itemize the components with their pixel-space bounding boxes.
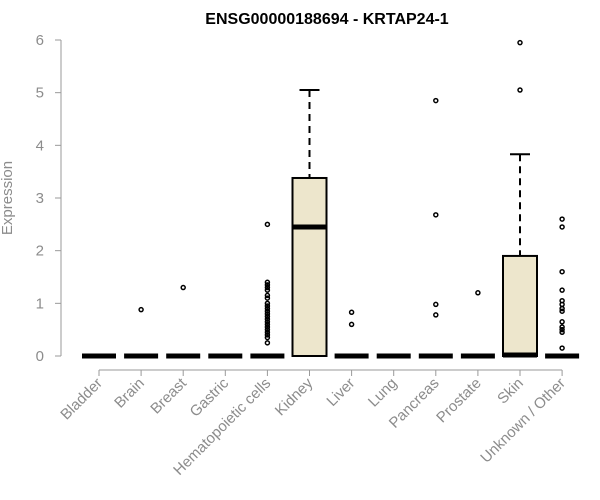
outlier-point xyxy=(264,303,271,309)
box-group xyxy=(250,221,285,359)
outlier-point xyxy=(559,308,565,314)
outlier-point xyxy=(264,329,271,336)
chart-title: ENSG00000188694 - KRTAP24-1 xyxy=(205,11,448,28)
y-axis: 0 1 2 3 4 5 6 xyxy=(36,32,62,365)
x-tick-label: Bladder xyxy=(57,375,106,424)
box-group xyxy=(418,97,453,359)
outlier-point xyxy=(433,301,439,308)
box-group xyxy=(502,39,538,358)
outlier-point xyxy=(264,221,271,228)
box-group xyxy=(460,290,495,359)
outlier-point xyxy=(559,301,565,308)
y-tick-label: 3 xyxy=(36,190,44,207)
y-tick-label: 4 xyxy=(36,137,44,154)
outlier-point xyxy=(264,313,271,320)
x-tick-label: Kidney xyxy=(272,374,317,419)
y-tick-label: 6 xyxy=(36,32,44,49)
outlier-point xyxy=(433,212,439,218)
outlier-point xyxy=(348,309,355,316)
outlier-point xyxy=(138,306,144,313)
outlier-point xyxy=(559,326,565,333)
outlier-point xyxy=(264,287,271,293)
outlier-point xyxy=(264,282,271,288)
outlier-point xyxy=(559,305,565,312)
outlier-point xyxy=(264,316,271,322)
y-tick-label: 5 xyxy=(36,85,44,102)
outlier-point xyxy=(559,319,565,325)
y-tick-label: 0 xyxy=(36,348,44,365)
outlier-point xyxy=(264,319,271,325)
outlier-point xyxy=(264,305,271,312)
x-tick-label: Brain xyxy=(111,375,148,412)
x-tick-label: Liver xyxy=(323,375,358,410)
outlier-point xyxy=(475,290,481,296)
outlier-point xyxy=(559,324,565,330)
outlier-point xyxy=(433,312,439,318)
outlier-point xyxy=(264,311,271,317)
box-body xyxy=(291,176,328,357)
outlier-point xyxy=(433,97,439,104)
outlier-point xyxy=(264,292,271,299)
outlier-point xyxy=(264,321,271,328)
x-tick-label: Prostate xyxy=(433,375,485,427)
x-tick-label: Skin xyxy=(494,375,527,408)
box-group xyxy=(545,216,580,359)
box-group xyxy=(166,284,201,359)
outlier-point xyxy=(559,216,565,222)
outlier-point xyxy=(264,334,271,341)
outlier-point xyxy=(264,284,271,291)
y-tick-label: 1 xyxy=(36,295,44,312)
box-group xyxy=(124,306,159,359)
outlier-point xyxy=(264,324,271,330)
outlier-point xyxy=(348,321,355,328)
outlier-point xyxy=(264,340,271,346)
outlier-point xyxy=(264,326,271,333)
boxes-layer xyxy=(82,39,580,359)
outlier-point xyxy=(517,39,523,46)
outlier-point xyxy=(264,279,271,286)
outlier-point xyxy=(180,284,186,291)
box-body xyxy=(502,254,538,357)
outlier-point xyxy=(559,224,565,230)
outlier-point xyxy=(559,329,565,336)
y-tick-label: 2 xyxy=(36,243,44,260)
x-tick-label: Lung xyxy=(365,375,401,411)
outlier-point xyxy=(517,87,523,93)
box-group xyxy=(291,89,328,357)
y-axis-label: Expression xyxy=(0,161,16,235)
outlier-point xyxy=(264,300,271,307)
outlier-point xyxy=(264,332,271,338)
x-tick-label: Breast xyxy=(147,374,190,417)
outlier-point xyxy=(264,308,271,314)
box-group xyxy=(334,309,369,359)
outlier-point xyxy=(559,268,565,275)
outlier-point xyxy=(559,287,565,293)
outlier-point xyxy=(559,345,565,351)
outlier-point xyxy=(264,295,271,301)
